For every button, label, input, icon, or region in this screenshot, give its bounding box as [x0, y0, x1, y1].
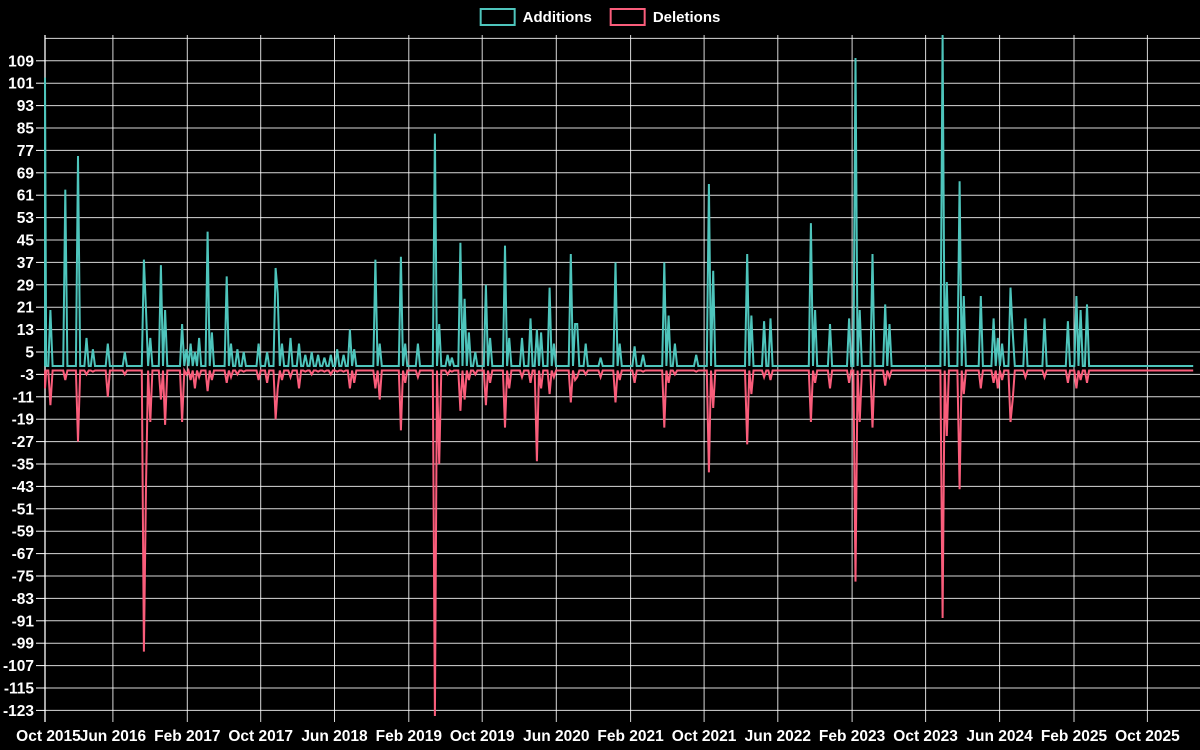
y-tick-label: -75 [12, 569, 35, 586]
y-tick-label: -35 [12, 457, 35, 474]
x-tick-label: Oct 2019 [450, 728, 515, 745]
x-tick-label: Oct 2025 [1115, 728, 1180, 745]
y-tick-label: -3 [20, 367, 34, 384]
x-tick-label: Feb 2025 [1041, 728, 1108, 745]
y-tick-label: -19 [12, 412, 35, 429]
y-tick-label: 101 [8, 76, 34, 93]
x-tick-label: Oct 2015 [16, 728, 81, 745]
y-tick-label: -51 [12, 501, 35, 518]
y-tick-label: -67 [12, 546, 34, 563]
legend-additions-label: Additions [522, 8, 592, 26]
x-tick-label: Jun 2024 [966, 728, 1033, 745]
y-tick-label: 21 [17, 300, 35, 317]
additions-line [44, 34, 1194, 367]
legend-deletions-label: Deletions [652, 8, 721, 26]
x-tick-label: Feb 2023 [819, 728, 886, 745]
y-tick-label: 85 [17, 121, 35, 138]
x-tick-label: Feb 2021 [597, 728, 664, 745]
y-tick-label: -115 [4, 681, 35, 698]
y-tick-label: -91 [12, 613, 35, 630]
y-tick-label: 69 [17, 165, 35, 182]
x-tick-label: Jun 2020 [523, 728, 589, 745]
additions-swatch-icon [479, 8, 516, 26]
x-tick-label: Jun 2018 [301, 728, 368, 745]
y-tick-label: -27 [12, 434, 34, 451]
y-tick-label: -123 [3, 703, 34, 720]
x-tick-label: Feb 2019 [376, 728, 443, 745]
x-tick-label: Jun 2022 [745, 728, 811, 745]
y-tick-label: 53 [17, 210, 35, 227]
y-tick-label: 37 [17, 255, 34, 272]
deletions-swatch-icon [609, 8, 646, 26]
legend-item-deletions[interactable]: Deletions [609, 8, 721, 26]
y-tick-label: -43 [12, 479, 35, 496]
x-tick-label: Oct 2021 [672, 728, 737, 745]
x-tick-label: Feb 2017 [154, 728, 220, 745]
y-tick-label: -11 [12, 389, 34, 406]
x-tick-label: Oct 2023 [893, 728, 958, 745]
x-tick-label: Oct 2017 [228, 728, 293, 745]
deletions-line [44, 366, 1194, 717]
y-tick-label: -99 [12, 636, 35, 653]
y-tick-label: -107 [3, 658, 34, 675]
y-tick-label: 109 [8, 53, 34, 70]
chart-legend: Additions Deletions [479, 8, 721, 26]
y-tick-label: 77 [17, 143, 34, 160]
y-tick-label: 5 [25, 345, 34, 362]
y-tick-label: 13 [17, 322, 35, 339]
x-tick-label: Jun 2016 [80, 728, 147, 745]
y-tick-label: 29 [17, 277, 35, 294]
legend-item-additions[interactable]: Additions [479, 8, 592, 26]
y-tick-label: -83 [12, 591, 35, 608]
y-tick-label: 45 [17, 233, 35, 250]
y-tick-label: 93 [17, 98, 35, 115]
y-tick-label: -59 [12, 524, 35, 541]
y-tick-label: 61 [17, 188, 35, 205]
